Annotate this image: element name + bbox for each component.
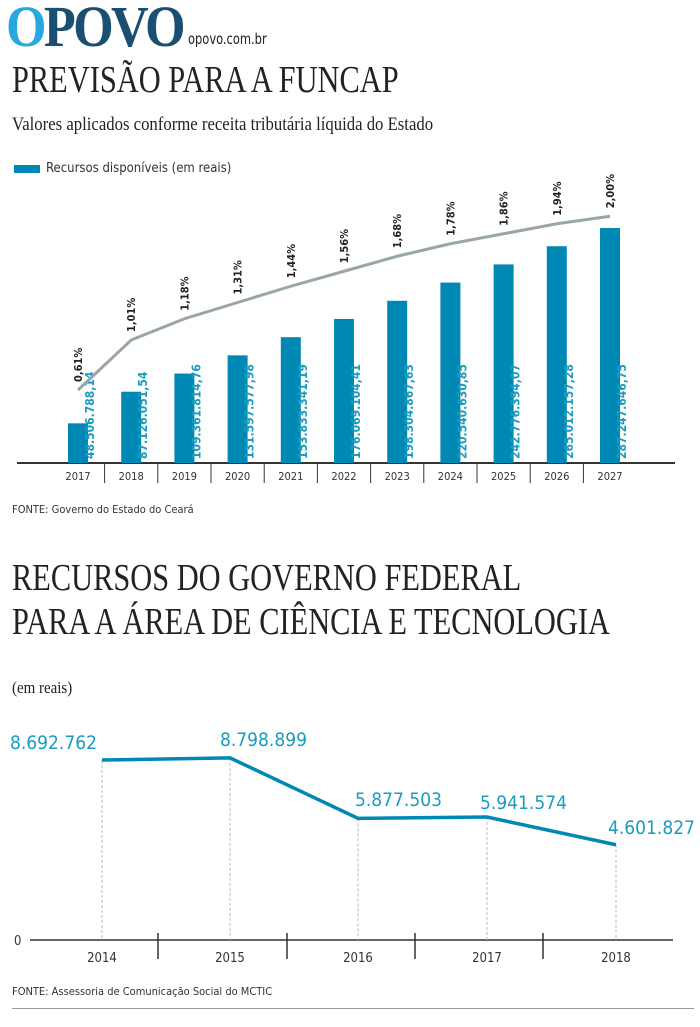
- x-tick-label: 2019: [172, 470, 197, 483]
- bar: [600, 228, 620, 463]
- percentage-label: 1,44%: [285, 244, 298, 278]
- percentage-label: 1,56%: [338, 229, 351, 263]
- value-label: 5.941.574: [480, 792, 567, 814]
- x-tick-label: 2016: [343, 951, 373, 966]
- site-url: opovo.com.br: [188, 30, 267, 48]
- x-tick-label: 2026: [544, 470, 569, 483]
- series-line: [101, 756, 617, 847]
- x-tick-label: 2015: [215, 951, 245, 966]
- x-tick-label: 2025: [491, 470, 516, 483]
- bar-value-label: 153.833.341,19: [296, 364, 310, 459]
- opovo-logo: OPOVO: [6, 0, 186, 59]
- bar: [493, 264, 514, 463]
- bar: [68, 423, 88, 463]
- x-tick-label: 2014: [87, 951, 117, 966]
- percentage-label: 1,78%: [444, 201, 457, 235]
- legend-swatch: [14, 164, 40, 173]
- percentage-label: 1,18%: [178, 276, 191, 310]
- bar-value-label: 242.776.394,07: [509, 364, 523, 459]
- chart1-title: PREVISÃO PARA A FUNCAP: [12, 59, 399, 101]
- bar: [440, 282, 461, 463]
- bar: [546, 246, 567, 463]
- chart2-unit: (em reais): [12, 678, 73, 697]
- bar: [121, 391, 142, 463]
- chart1-subtitle: Valores aplicados conforme receita tribu…: [12, 114, 434, 135]
- value-label: 8.798.899: [220, 729, 307, 751]
- percentage-label: 0,61%: [72, 348, 85, 382]
- bar-value-label: 109.361.814,76: [189, 364, 203, 459]
- chart1-source: FONTE: Governo do Estado do Ceará: [12, 503, 194, 516]
- bar: [227, 355, 248, 463]
- x-tick-label: 2018: [119, 470, 144, 483]
- x-tick-label: 2024: [438, 470, 463, 483]
- percentage-label: 2,00%: [604, 174, 617, 208]
- x-tick-label: 2018: [601, 951, 631, 966]
- bar-value-label: 287.247.646,75: [615, 364, 629, 459]
- x-tick-label: 2021: [278, 470, 303, 483]
- bar: [334, 318, 354, 463]
- bar-value-label: 87.126.051,54: [136, 371, 150, 459]
- percentage-label: 1,68%: [391, 214, 404, 248]
- chart2-title-line1: RECURSOS DO GOVERNO FEDERAL: [12, 557, 522, 599]
- percentage-label: 1,94%: [551, 181, 564, 215]
- x-tick-label: 2023: [385, 470, 410, 483]
- legend-label: Recursos disponíveis (em reais): [46, 161, 232, 176]
- bar-value-label: 176.069.104,41: [349, 364, 363, 459]
- bar-value-label: 48.506.788,14: [83, 371, 97, 459]
- percentage-label: 1,01%: [125, 298, 138, 332]
- bar-value-label: 265.012.157,28: [562, 364, 576, 459]
- value-label: 5.877.503: [355, 789, 442, 811]
- value-label: 4.601.827: [608, 817, 695, 839]
- percentage-line: [76, 214, 611, 392]
- percentage-label: 1,31%: [232, 260, 245, 294]
- x-tick-label: 2022: [331, 470, 356, 483]
- percentage-label: 1,86%: [498, 191, 511, 225]
- chart2-source: FONTE: Assessoria de Comunicação Social …: [12, 985, 273, 998]
- bar-value-label: 220.540.630,85: [455, 364, 469, 459]
- chart1-legend: Recursos disponíveis (em reais): [14, 161, 231, 176]
- chart2-title-line2: PARA A ÁREA DE CIÊNCIA E TECNOLOGIA: [12, 601, 610, 643]
- x-tick-label: 2020: [225, 470, 250, 483]
- bar: [174, 373, 195, 463]
- y-tick-label: 0: [14, 934, 21, 949]
- bar: [387, 300, 408, 463]
- bar: [280, 337, 301, 463]
- bar-value-label: 131.597.577,98: [243, 364, 257, 459]
- x-tick-label: 2027: [597, 470, 622, 483]
- x-tick-label: 2017: [472, 951, 502, 966]
- value-label: 8.692.762: [10, 732, 97, 754]
- x-tick-label: 2017: [65, 470, 90, 483]
- bottom-divider: [12, 1008, 694, 1009]
- bar-value-label: 198.304.867,63: [402, 364, 416, 459]
